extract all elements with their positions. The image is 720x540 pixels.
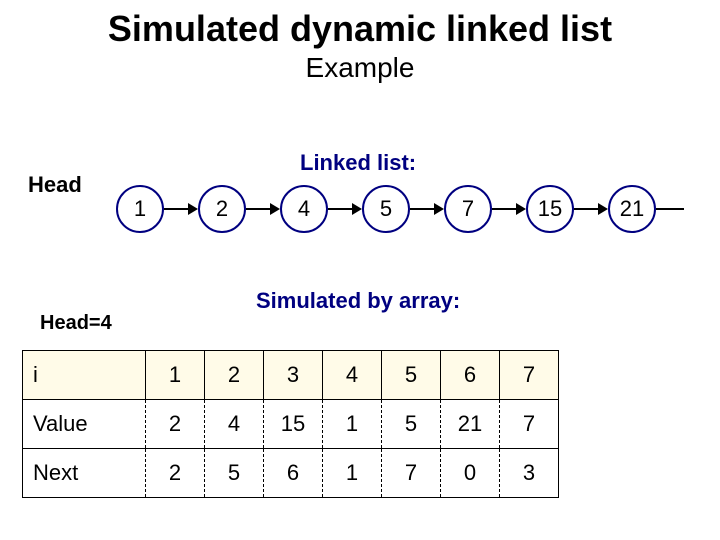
- table-row: Next 2 5 6 1 7 0 3: [23, 449, 559, 498]
- table-cell: 7: [500, 351, 559, 400]
- table-cell: 0: [441, 449, 500, 498]
- table-cell: 7: [382, 449, 441, 498]
- tail-line-icon: [656, 187, 686, 231]
- table-cell: 2: [205, 351, 264, 400]
- table-cell: 6: [441, 351, 500, 400]
- row-header: Next: [23, 449, 146, 498]
- table-cell: 21: [441, 400, 500, 449]
- linked-list-row: 1 2 4 5 7 15 21: [116, 185, 686, 233]
- slide: Simulated dynamic linked list Example Li…: [0, 0, 720, 540]
- head-label: Head: [28, 172, 82, 198]
- table-row: Value 2 4 15 1 5 21 7: [23, 400, 559, 449]
- array-table: i 1 2 3 4 5 6 7 Value 2 4 15 1 5 21 7 Ne…: [22, 350, 559, 498]
- table-cell: 15: [264, 400, 323, 449]
- ll-node: 2: [198, 185, 246, 233]
- table-cell: 6: [264, 449, 323, 498]
- table-row: i 1 2 3 4 5 6 7: [23, 351, 559, 400]
- table-cell: 7: [500, 400, 559, 449]
- table-cell: 4: [323, 351, 382, 400]
- table-cell: 5: [382, 400, 441, 449]
- arrow-icon: [246, 187, 280, 231]
- arrow-icon: [328, 187, 362, 231]
- table-cell: 1: [146, 351, 205, 400]
- table-cell: 3: [264, 351, 323, 400]
- arrow-icon: [410, 187, 444, 231]
- ll-node: 15: [526, 185, 574, 233]
- row-header: Value: [23, 400, 146, 449]
- slide-title: Simulated dynamic linked list: [0, 8, 720, 50]
- table-cell: 2: [146, 449, 205, 498]
- arrow-icon: [492, 187, 526, 231]
- ll-node: 4: [280, 185, 328, 233]
- head-equals-label: Head=4: [40, 312, 112, 335]
- simulated-heading: Simulated by array:: [256, 288, 460, 314]
- row-header: i: [23, 351, 146, 400]
- table-cell: 1: [323, 400, 382, 449]
- arrow-icon: [574, 187, 608, 231]
- ll-node: 21: [608, 185, 656, 233]
- slide-subtitle: Example: [0, 52, 720, 84]
- table-cell: 5: [205, 449, 264, 498]
- ll-node: 5: [362, 185, 410, 233]
- ll-node: 7: [444, 185, 492, 233]
- table-cell: 2: [146, 400, 205, 449]
- table-cell: 3: [500, 449, 559, 498]
- table-cell: 4: [205, 400, 264, 449]
- table-cell: 1: [323, 449, 382, 498]
- array-table-wrap: i 1 2 3 4 5 6 7 Value 2 4 15 1 5 21 7 Ne…: [22, 350, 559, 498]
- arrow-icon: [164, 187, 198, 231]
- table-cell: 5: [382, 351, 441, 400]
- ll-node: 1: [116, 185, 164, 233]
- linked-list-heading: Linked list:: [300, 150, 416, 176]
